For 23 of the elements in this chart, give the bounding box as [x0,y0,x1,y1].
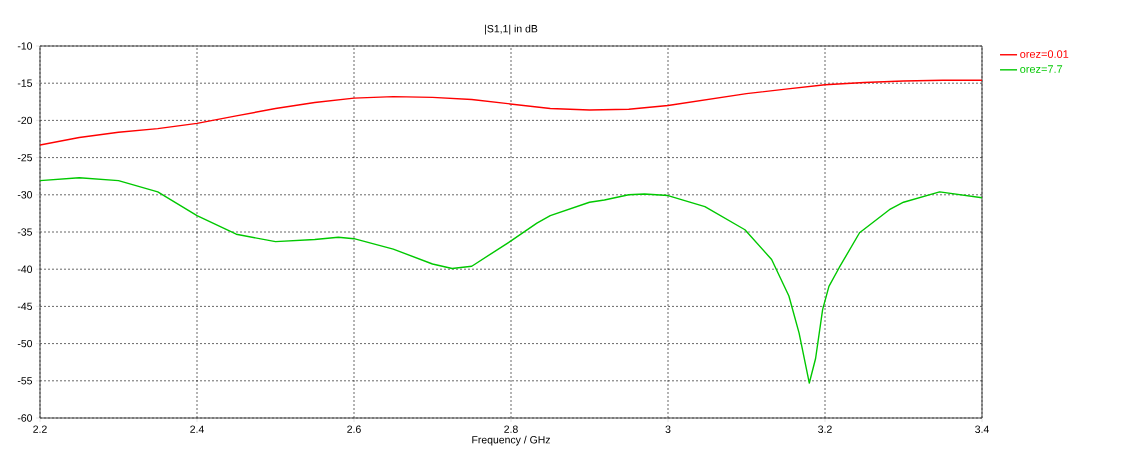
x-tick-label: 2.8 [504,425,518,433]
x-tick-label: 2.4 [190,425,204,433]
legend-label: orez=0.01 [1020,50,1069,58]
y-tick-label: -30 [17,191,33,199]
legend-label: orez=7.7 [1020,65,1063,73]
y-tick-label: -35 [17,228,33,236]
y-tick-label: -20 [17,116,33,125]
x-tick-label: 3.4 [975,425,989,433]
y-tick-label: -45 [17,302,33,311]
y-tick-label: -50 [17,339,33,348]
line-series [40,176,983,384]
y-tick-label: -55 [17,377,33,385]
y-tick-label: -60 [17,414,33,422]
x-tick-label: 2.2 [33,425,47,433]
chart-title: |S1,1| in dB [485,24,538,35]
y-tick-label: -25 [17,153,33,162]
x-tick-label: 3.2 [818,425,832,433]
x-tick-label: 2.6 [347,425,361,433]
x-tick-label: 3 [665,425,671,433]
y-tick-label: -40 [17,265,33,273]
y-tick-label: -15 [17,79,33,87]
y-tick-label: -10 [17,42,33,50]
x-axis-title: Frequency / GHz [472,435,550,446]
